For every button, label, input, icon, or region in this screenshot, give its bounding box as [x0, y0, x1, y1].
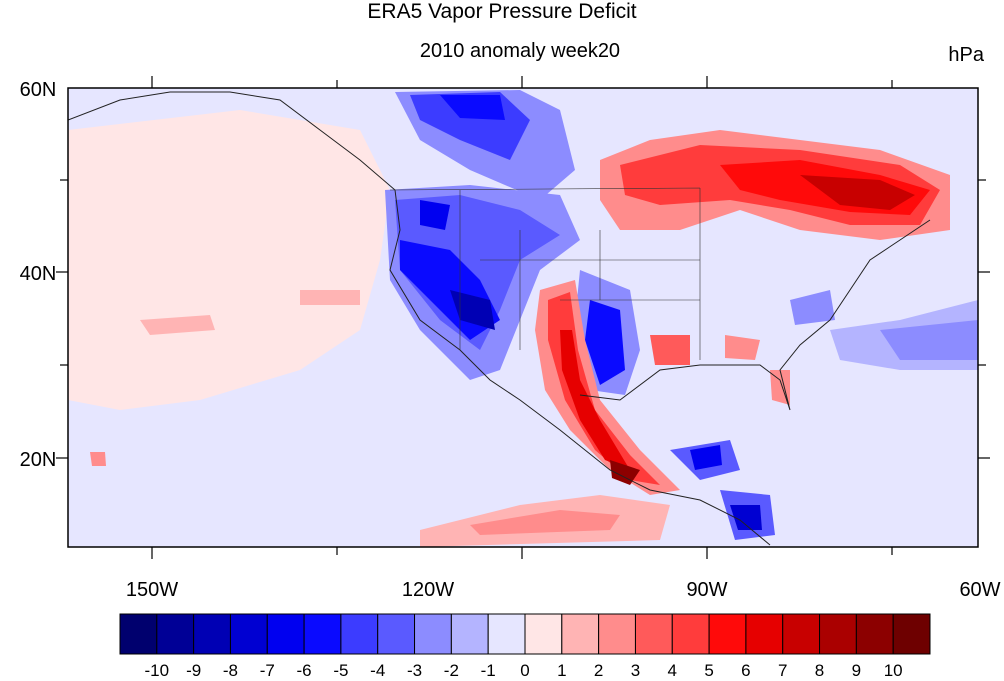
lon-label-60w: 60W — [959, 579, 1000, 601]
lon-label-90w: 90W — [686, 579, 727, 601]
colorbar-swatch — [156, 613, 195, 655]
colorbar-label: 9 — [852, 661, 861, 680]
units-label: hPa — [948, 44, 984, 66]
colorbar-swatch — [855, 613, 894, 655]
colorbar-label: 4 — [668, 661, 677, 680]
colorbar-label: 1 — [557, 661, 566, 680]
colorbar-swatch — [450, 613, 489, 655]
colorbar-label: 0 — [520, 661, 529, 680]
colorbar-swatch — [193, 613, 231, 655]
lon-label-150w: 150W — [126, 579, 178, 601]
anomaly-field — [68, 88, 978, 547]
map-subtitle: 2010 anomaly week20 — [419, 40, 621, 62]
colorbar-swatch — [414, 613, 452, 655]
colorbar-label: -8 — [223, 661, 238, 680]
lon-label-120w: 120W — [402, 579, 454, 601]
map-title: ERA5 Vapor Pressure Deficit — [367, 0, 637, 23]
colorbar-label: 2 — [594, 661, 603, 680]
colorbar-label: -9 — [186, 661, 201, 680]
colorbar-swatch — [340, 613, 379, 655]
colorbar-swatch — [819, 613, 857, 655]
colorbar-label: -3 — [407, 661, 422, 680]
colorbar-swatch — [487, 613, 526, 655]
colorbar-label: 6 — [741, 661, 750, 680]
colorbar-label: -4 — [370, 661, 385, 680]
colorbar-label: -10 — [145, 661, 170, 680]
colorbar-swatch — [745, 613, 784, 655]
colorbar-swatch — [119, 613, 158, 655]
colorbar-label: 8 — [815, 661, 824, 680]
lat-label-20n: 20N — [20, 449, 57, 471]
lat-label-40n: 40N — [20, 263, 57, 285]
colorbar-swatch — [708, 613, 747, 655]
colorbar-label: 7 — [778, 661, 787, 680]
colorbar-swatch — [524, 613, 563, 655]
colorbar-swatch — [561, 613, 600, 655]
lat-label-60n: 60N — [20, 79, 57, 101]
colorbar-swatch — [377, 613, 416, 655]
colorbar-label: -6 — [297, 661, 312, 680]
axis-ticks — [56, 76, 990, 559]
colorbar-swatch — [671, 613, 710, 655]
colorbar-label: -2 — [444, 661, 459, 680]
colorbar-swatch — [892, 613, 931, 655]
colorbar-swatch — [782, 613, 821, 655]
colorbar-label: -5 — [333, 661, 348, 680]
colorbar-swatch — [266, 613, 305, 655]
colorbar-label: 10 — [884, 661, 903, 680]
colorbar-swatch — [634, 613, 673, 655]
colorbar-label: 5 — [704, 661, 713, 680]
colorbar-label: -7 — [260, 661, 275, 680]
colorbar-label: -1 — [481, 661, 496, 680]
colorbar-label: 3 — [631, 661, 640, 680]
colorbar: -10 -9 -8 -7 -6 -5 -4 -3 -2 -1 0 1 2 3 4 5 6 7 8 9 10 — [119, 613, 931, 680]
colorbar-swatch — [303, 613, 342, 655]
colorbar-swatch — [598, 613, 636, 655]
colorbar-swatch — [229, 613, 268, 655]
